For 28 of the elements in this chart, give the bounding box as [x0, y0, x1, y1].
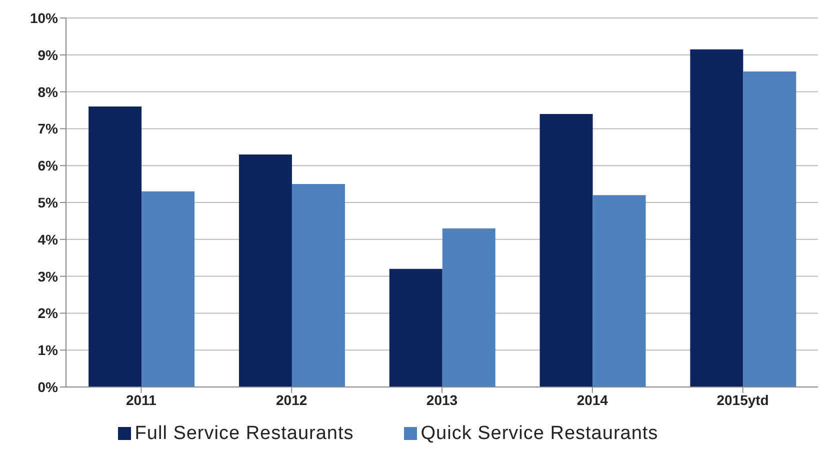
legend-label: Full Service Restaurants: [134, 423, 354, 444]
x-tick-label: 2014: [576, 392, 608, 408]
legend-label: Quick Service Restaurants: [420, 423, 658, 444]
y-tick-label: 0%: [38, 378, 59, 395]
bar: [238, 154, 292, 387]
x-tick-label: 2011: [126, 392, 157, 408]
bar: [743, 72, 796, 387]
y-tick-label: 4%: [38, 231, 59, 248]
bar: [540, 114, 593, 387]
y-tick-label: 1%: [38, 342, 59, 358]
bar: [690, 49, 744, 387]
x-tick-label: 2013: [426, 392, 458, 408]
y-tick-label: 9%: [38, 46, 59, 63]
y-tick-label: 8%: [38, 84, 59, 100]
bar: [442, 228, 496, 387]
bar: [292, 184, 345, 387]
y-tick-label: 5%: [38, 194, 59, 210]
y-tick-label: 3%: [38, 268, 59, 284]
x-tick-label: 2015ytd: [716, 392, 769, 408]
bar: [142, 191, 195, 387]
y-tick-label: 10%: [30, 10, 59, 26]
y-tick-label: 2%: [38, 305, 59, 322]
bar: [389, 268, 442, 387]
y-tick-label: 7%: [38, 120, 59, 137]
bar: [592, 195, 646, 387]
x-tick-label: 2012: [276, 392, 308, 408]
bar: [88, 106, 142, 387]
y-tick-label: 6%: [38, 158, 59, 174]
